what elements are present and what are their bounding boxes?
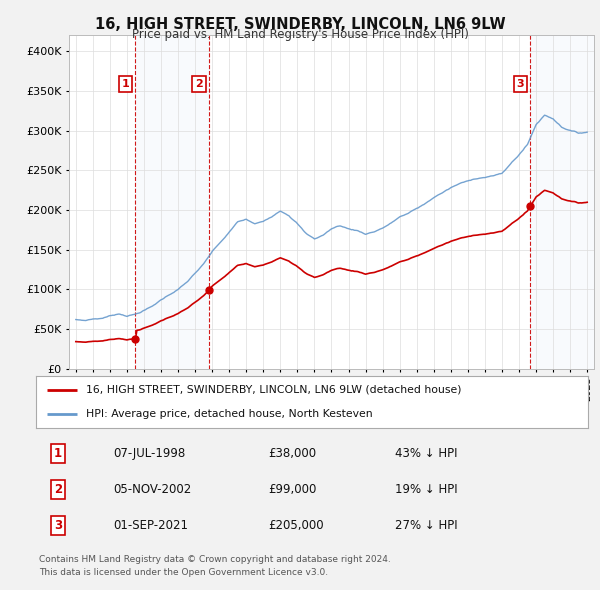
- Text: £99,000: £99,000: [268, 483, 316, 496]
- Text: Contains HM Land Registry data © Crown copyright and database right 2024.: Contains HM Land Registry data © Crown c…: [39, 555, 391, 563]
- Text: £38,000: £38,000: [268, 447, 316, 460]
- Text: £205,000: £205,000: [268, 519, 323, 532]
- Text: 3: 3: [54, 519, 62, 532]
- Text: 2: 2: [54, 483, 62, 496]
- Bar: [530, 35, 594, 369]
- Text: 43% ↓ HPI: 43% ↓ HPI: [395, 447, 457, 460]
- Bar: [136, 35, 209, 369]
- Text: Price paid vs. HM Land Registry's House Price Index (HPI): Price paid vs. HM Land Registry's House …: [131, 28, 469, 41]
- Text: 1: 1: [54, 447, 62, 460]
- Text: 05-NOV-2002: 05-NOV-2002: [113, 483, 191, 496]
- Text: 07-JUL-1998: 07-JUL-1998: [113, 447, 185, 460]
- Text: 2: 2: [195, 78, 203, 88]
- Text: 1: 1: [121, 78, 129, 88]
- Text: This data is licensed under the Open Government Licence v3.0.: This data is licensed under the Open Gov…: [39, 568, 328, 576]
- Text: HPI: Average price, detached house, North Kesteven: HPI: Average price, detached house, Nort…: [86, 409, 373, 419]
- Text: 16, HIGH STREET, SWINDERBY, LINCOLN, LN6 9LW (detached house): 16, HIGH STREET, SWINDERBY, LINCOLN, LN6…: [86, 385, 461, 395]
- Text: 01-SEP-2021: 01-SEP-2021: [113, 519, 188, 532]
- Text: 16, HIGH STREET, SWINDERBY, LINCOLN, LN6 9LW: 16, HIGH STREET, SWINDERBY, LINCOLN, LN6…: [95, 17, 505, 31]
- Text: 19% ↓ HPI: 19% ↓ HPI: [395, 483, 457, 496]
- Text: 3: 3: [517, 78, 524, 88]
- Text: 27% ↓ HPI: 27% ↓ HPI: [395, 519, 457, 532]
